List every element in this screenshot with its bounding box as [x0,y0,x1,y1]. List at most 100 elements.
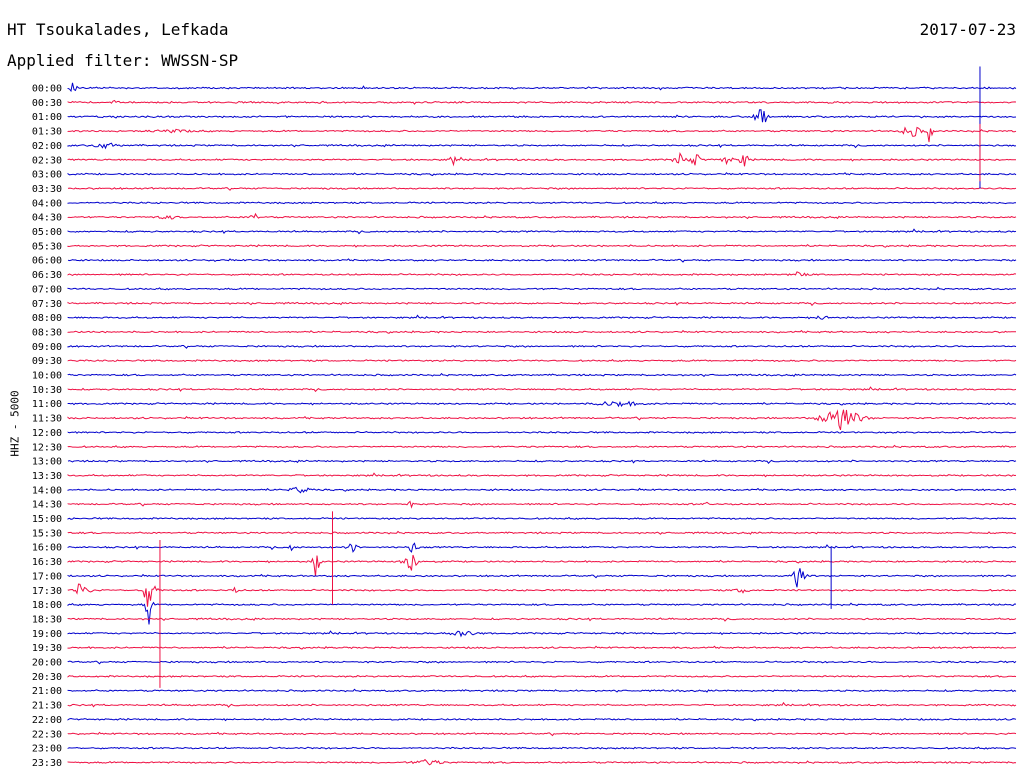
trace-line [67,186,1017,191]
row-time-label: 20:00 [32,658,62,669]
trace-line [67,688,1017,693]
row-time-label: 22:00 [32,715,62,726]
trace-line [67,82,1017,93]
trace-line [67,329,1016,334]
row-time-label: 08:00 [32,313,62,324]
trace-line [67,568,1017,588]
row-time-label: 06:00 [32,256,62,267]
row-time-label: 07:00 [32,284,62,295]
row-time-label: 11:30 [32,414,62,425]
trace-line [67,301,1016,307]
row-time-label: 02:00 [32,141,62,152]
trace-line [67,516,1017,521]
trace-line [67,152,1017,167]
row-time-label: 18:30 [32,614,62,625]
trace-line [67,286,1016,291]
row-time-label: 22:30 [32,729,62,740]
row-time-label: 03:00 [32,170,62,181]
trace-line [67,99,1017,105]
trace-line [67,172,1017,177]
row-time-label: 04:30 [32,213,62,224]
trace-line [67,746,1017,750]
trace-line [67,359,1017,363]
row-time-label: 01:00 [32,112,62,123]
trace-line [67,583,1017,607]
trace-line [67,731,1017,737]
row-time-label: 05:00 [32,227,62,238]
trace-line [67,660,1017,665]
row-time-label: 07:30 [32,299,62,310]
row-time-label: 23:30 [32,758,62,769]
row-time-label: 20:30 [32,672,62,683]
row-time-label: 04:00 [32,198,62,209]
trace-line [67,758,1017,766]
trace-line [67,142,1017,150]
row-time-label: 10:00 [32,371,62,382]
trace-line [67,717,1017,722]
row-time-label: 06:30 [32,270,62,281]
row-time-label: 11:00 [32,399,62,410]
trace-line [67,530,1017,535]
trace-line [67,271,1017,277]
trace-line [67,630,1017,638]
trace-line [67,400,1016,408]
row-time-label: 02:30 [32,155,62,166]
trace-line [67,212,1017,220]
row-time-label: 15:30 [32,528,62,539]
row-time-label: 01:30 [32,127,62,138]
trace-line [67,701,1017,708]
trace-line [67,314,1017,320]
trace-line [67,228,1017,235]
row-time-label: 18:00 [32,600,62,611]
row-time-label: 00:30 [32,98,62,109]
trace-line [67,244,1017,248]
trace-line [67,674,1017,678]
trace-line [67,109,1017,123]
trace-line [67,126,1017,143]
row-time-label: 14:00 [32,485,62,496]
trace-line [67,444,1017,449]
row-time-label: 08:30 [32,327,62,338]
row-time-label: 05:30 [32,241,62,252]
row-time-label: 12:00 [32,428,62,439]
trace-line [67,645,1017,650]
trace-line [67,617,1017,622]
row-time-label: 15:00 [32,514,62,525]
row-time-label: 09:00 [32,342,62,353]
trace-line [67,430,1017,434]
trace-line [67,344,1017,349]
row-time-label: 13:00 [32,457,62,468]
filter-label: Applied filter: WWSSN-SP [7,51,239,70]
station-title: HT Tsoukalades, Lefkada [7,20,229,39]
trace-line [67,486,1017,494]
row-time-label: 17:30 [32,586,62,597]
row-time-label: 03:30 [32,184,62,195]
row-time-label: 23:00 [32,744,62,755]
trace-line [67,601,1017,625]
row-time-label: 09:30 [32,356,62,367]
trace-line [67,542,1017,553]
row-time-label: 12:30 [32,442,62,453]
trace-line [67,201,1017,205]
row-time-label: 19:00 [32,629,62,640]
trace-line [67,459,1017,464]
row-time-label: 16:00 [32,543,62,554]
trace-line [67,500,1017,509]
trace-line [67,386,1017,393]
row-time-label: 21:30 [32,701,62,712]
row-time-label: 21:00 [32,686,62,697]
row-time-label: 17:00 [32,571,62,582]
row-time-label: 19:30 [32,643,62,654]
trace-line [67,554,1017,577]
row-time-label: 14:30 [32,500,62,511]
trace-line [67,409,1017,431]
trace-line [67,472,1017,478]
row-time-label: 13:30 [32,471,62,482]
trace-line [67,258,1017,263]
row-time-label: 00:00 [32,84,62,95]
trace-line [67,372,1017,378]
date-label: 2017-07-23 [919,20,1016,39]
row-time-label: 16:30 [32,557,62,568]
row-time-label: 10:30 [32,385,62,396]
